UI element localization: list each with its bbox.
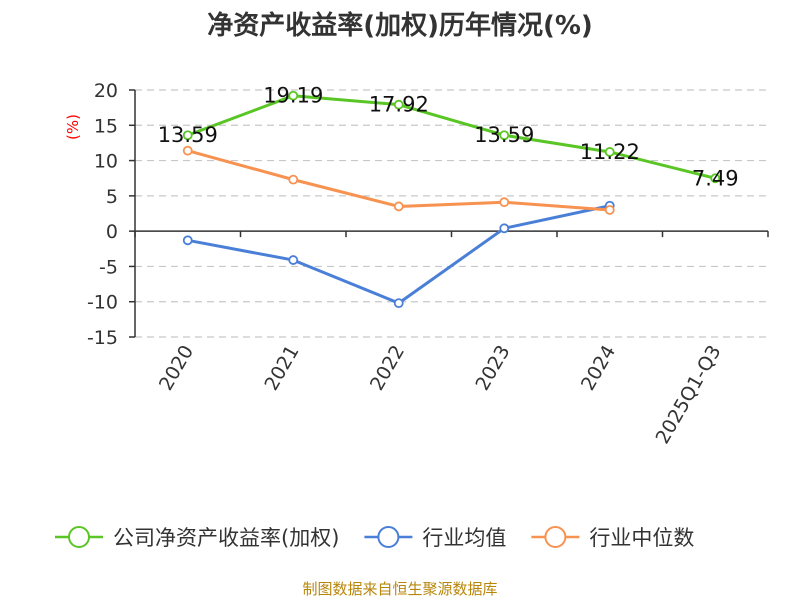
chart-title: 净资产收益率(加权)历年情况(%) <box>207 10 593 41</box>
data-label: 17.92 <box>369 93 429 117</box>
y-tick-label: 0 <box>106 221 118 243</box>
series-line-3 <box>187 149 610 212</box>
y-tick-label: 20 <box>94 80 118 102</box>
data-point[interactable] <box>182 235 193 246</box>
y-tick-label: 10 <box>94 151 118 173</box>
data-point[interactable] <box>604 205 615 215</box>
legend[interactable]: 公司净资产收益率(加权) 行业均值 行业中位数 <box>55 526 694 550</box>
data-point[interactable] <box>393 99 404 110</box>
data-point[interactable] <box>288 90 299 101</box>
x-tick-label: 2023 <box>471 342 514 395</box>
data-point[interactable] <box>499 197 510 208</box>
y-tick-label: 5 <box>106 186 118 208</box>
data-point[interactable] <box>710 173 721 184</box>
x-tick-label: 2025Q1-Q3 <box>652 342 726 448</box>
y-tick-label: 15 <box>94 115 118 137</box>
y-tick-label: -15 <box>87 327 118 349</box>
series-line-2 <box>187 204 611 305</box>
y-tick-label: -5 <box>99 256 118 278</box>
legend-marker-3[interactable] <box>544 526 567 548</box>
series-lines <box>182 90 721 309</box>
data-point[interactable] <box>288 174 299 185</box>
data-source-note: 制图数据来自恒生聚源数据库 <box>302 580 497 598</box>
data-label: 11.22 <box>580 140 640 164</box>
data-point[interactable] <box>393 201 404 212</box>
legend-marker-1[interactable] <box>68 526 90 548</box>
grid-lines <box>135 89 768 338</box>
x-tick-label: 2024 <box>577 342 620 395</box>
data-point[interactable] <box>393 298 404 309</box>
data-point[interactable] <box>288 255 299 265</box>
data-point[interactable] <box>499 223 510 234</box>
data-point[interactable] <box>182 145 193 156</box>
legend-label-1[interactable]: 公司净资产收益率(加权) <box>113 526 339 550</box>
data-label: 19.19 <box>263 84 323 108</box>
x-tick-label: 2021 <box>260 342 303 395</box>
data-label: 13.59 <box>158 123 218 147</box>
legend-label-3[interactable]: 行业中位数 <box>589 526 694 550</box>
data-labels: 13.59 19.19 17.92 13.59 11.22 7.49 <box>158 84 739 191</box>
legend-marker-2[interactable] <box>377 526 400 548</box>
y-axis-unit-label: (%) <box>64 114 82 140</box>
data-label: 7.49 <box>692 166 739 190</box>
data-point[interactable] <box>499 130 510 141</box>
x-tick-label: 2020 <box>155 342 198 395</box>
data-point[interactable] <box>604 147 615 157</box>
x-tick-label: 2022 <box>366 342 409 395</box>
series-line-1 <box>187 94 716 180</box>
y-tick-label: -10 <box>87 292 118 314</box>
data-label: 13.59 <box>474 123 534 147</box>
legend-label-2[interactable]: 行业均值 <box>422 526 506 550</box>
data-point[interactable] <box>182 130 193 141</box>
